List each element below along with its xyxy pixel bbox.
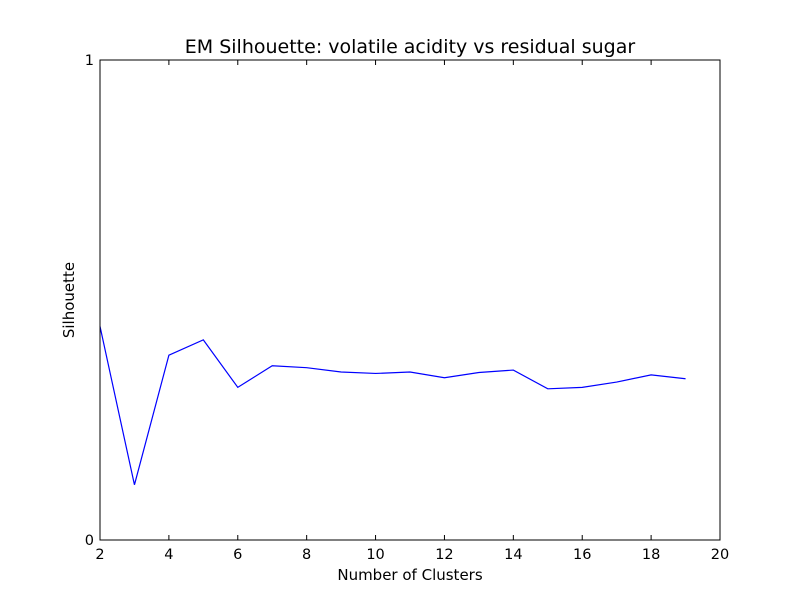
x-tick-label: 20: [711, 547, 729, 563]
x-tick-label: 4: [164, 547, 173, 563]
y-tick-label: 0: [85, 533, 94, 549]
x-tick-label: 2: [95, 547, 104, 563]
x-tick-label: 16: [573, 547, 591, 563]
x-tick-label: 8: [302, 547, 311, 563]
y-tick-label: 1: [85, 53, 94, 69]
series-line: [99, 326, 686, 485]
y-axis-ticks: 01: [85, 53, 720, 549]
x-tick-label: 12: [435, 547, 453, 563]
y-axis-label: Silhouette: [60, 262, 78, 338]
x-tick-label: 18: [642, 547, 660, 563]
x-axis-ticks: 2 4 6 8 10 12 14 16 18 20: [95, 60, 729, 563]
x-tick-label: 10: [366, 547, 384, 563]
chart-title: EM Silhouette: volatile acidity vs resid…: [185, 36, 636, 58]
plot-frame: [99, 59, 721, 541]
x-tick-label: 14: [504, 547, 522, 563]
x-tick-label: 6: [233, 547, 242, 563]
series-layer: [99, 326, 686, 485]
x-axis-label: Number of Clusters: [337, 566, 482, 584]
